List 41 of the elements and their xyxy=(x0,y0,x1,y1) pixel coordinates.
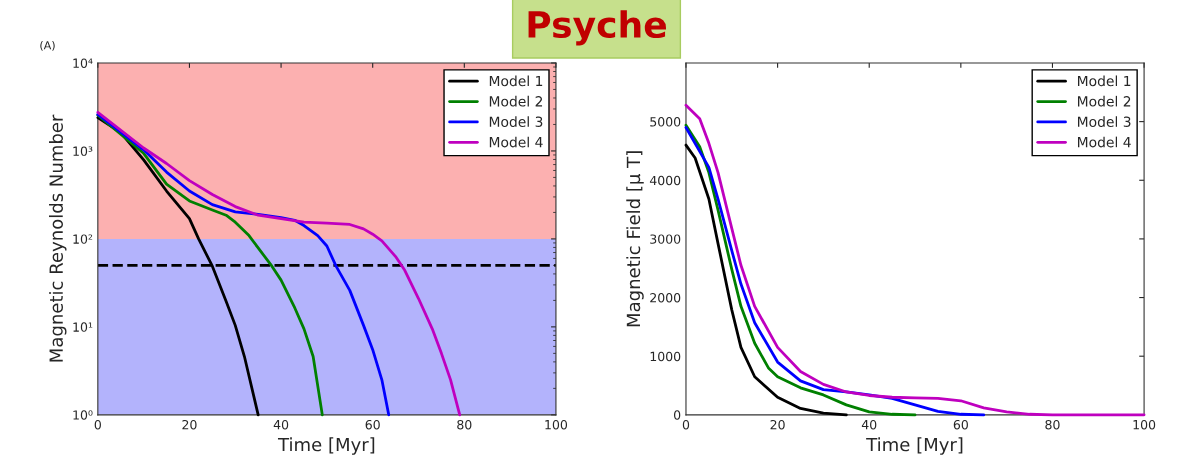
x-tick-label: 100 xyxy=(1133,419,1156,430)
x-tick-label: 20 xyxy=(770,419,785,430)
line-series xyxy=(684,143,848,417)
x-axis-title: Time [Myr] xyxy=(866,437,963,455)
legend-label: Model 1 xyxy=(489,75,543,87)
legend-label: Model 4 xyxy=(1078,136,1131,148)
legend-label: Model 3 xyxy=(489,116,543,127)
y-tick-label: 10⁰ xyxy=(73,410,93,420)
x-tick-label: 80 xyxy=(457,419,472,430)
legend-label: Model 2 xyxy=(489,95,543,107)
legend-label: Model 3 xyxy=(1078,116,1131,127)
y-tick-label: 1000 xyxy=(650,351,681,362)
x-tick-label: 60 xyxy=(953,419,968,430)
legend-label: Model 2 xyxy=(1078,95,1131,107)
y-tick-label: 3000 xyxy=(650,234,681,244)
y-tick-label: 10⁴ xyxy=(73,58,93,68)
x-tick-label: 0 xyxy=(682,419,690,430)
text: (A) xyxy=(40,40,55,51)
line-series xyxy=(96,110,462,417)
x-tick-label: 20 xyxy=(182,419,197,430)
y-tick-label: 10² xyxy=(73,234,93,244)
y-axis-title: Magnetic Field [μ T] xyxy=(626,151,644,327)
x-tick-label: 60 xyxy=(365,419,380,430)
y-tick-label: 5000 xyxy=(650,117,681,127)
x-tick-label: 0 xyxy=(94,419,101,430)
y-tick-label: 2000 xyxy=(650,293,681,303)
line-series xyxy=(96,113,324,417)
x-axis-title: Time [Myr] xyxy=(277,437,375,455)
y-tick-label: 0 xyxy=(673,410,681,420)
x-tick-label: 80 xyxy=(1045,419,1060,430)
chart-title: Psyche xyxy=(528,10,666,46)
y-tick-label: 4000 xyxy=(649,175,681,186)
legend-label: Model 4 xyxy=(489,136,543,148)
y-tick-label: 10³ xyxy=(73,146,93,156)
x-tick-label: 40 xyxy=(273,419,289,430)
y-tick-label: 10¹ xyxy=(73,322,93,332)
legend-label: Model 1 xyxy=(1078,75,1131,87)
x-tick-label: 100 xyxy=(545,419,568,430)
y-axis-title: Magnetic Reynolds Number xyxy=(49,114,67,362)
x-tick-label: 40 xyxy=(861,419,877,430)
line-series xyxy=(684,123,917,417)
